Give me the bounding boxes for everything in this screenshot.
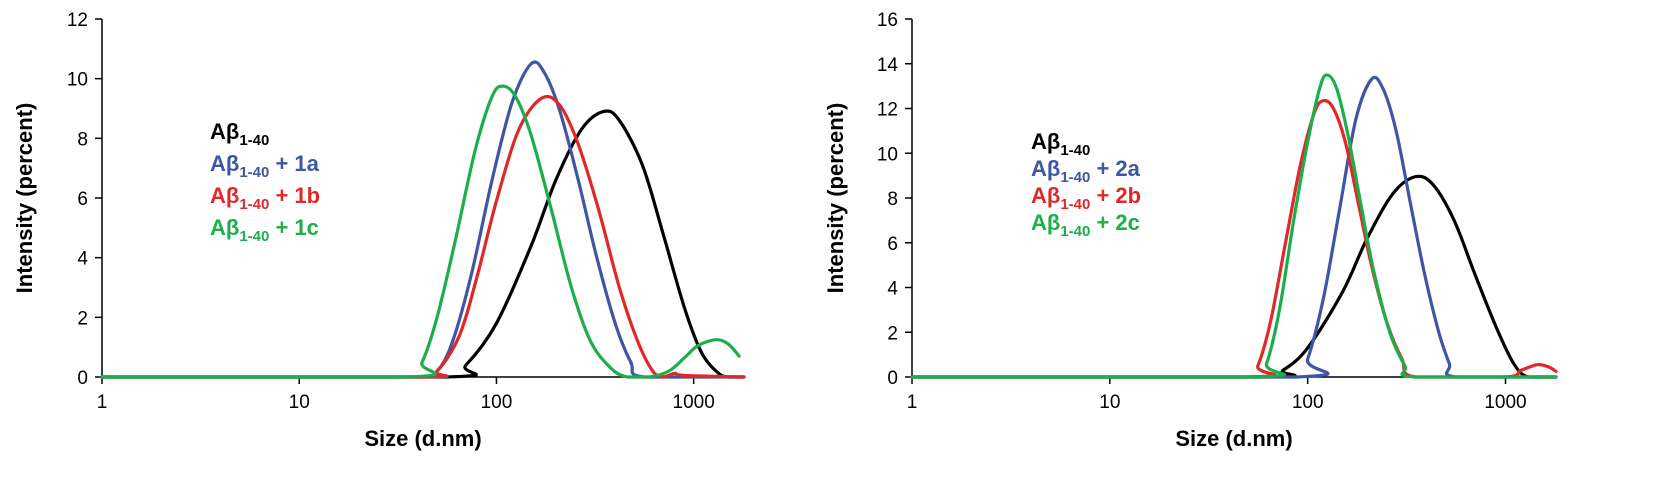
chart-2: 0 2 4 6 8 10 12 14 16 1 10 100 1000 Size (d.nm) Intens… [823, 10, 1558, 451]
y-tick-label: 0 [77, 368, 88, 389]
y-tick-label: 10 [877, 144, 898, 165]
y-tick-label: 4 [887, 279, 898, 300]
y-tick-label: 6 [77, 189, 88, 210]
y-tick-label: 14 [877, 55, 899, 76]
chart-1: 0 2 4 6 8 10 12 1 10 100 1000 Size (d.nm) Intensity … [12, 10, 746, 451]
y-tick-label: 6 [887, 234, 898, 255]
x-axis-title: Size (d.nm) [1175, 426, 1292, 451]
legend-entry-4: Aβ1-40 + 2c [1031, 210, 1140, 240]
y-tick-label: 2 [887, 323, 898, 344]
x-tick-label: 10 [1099, 392, 1120, 413]
y-tick-label: 8 [887, 189, 898, 210]
x-tick-label: 100 [481, 392, 513, 413]
x-tick-label: 1000 [1484, 392, 1526, 413]
x-tick-label: 100 [1292, 392, 1324, 413]
series-line-1 [910, 174, 1558, 379]
series-line-4 [910, 73, 1558, 379]
legend-entry-2: Aβ1-40 + 1a [210, 151, 320, 181]
legend-entry-1: Aβ1-40 [210, 119, 269, 149]
series-line-4 [100, 84, 741, 379]
legend-entry-2: Aβ1-40 + 2a [1031, 156, 1141, 186]
x-tick-label: 1 [907, 392, 918, 413]
y-tick-label: 2 [77, 308, 88, 329]
legend-entry-3: Aβ1-40 + 1b [210, 183, 320, 213]
x-tick-label: 1 [97, 392, 108, 413]
y-tick-label: 12 [67, 10, 88, 31]
y-axis-title: Intensity (percent) [12, 103, 37, 294]
series-line-1 [100, 109, 746, 379]
y-axis-title: Intensity (percent) [823, 103, 848, 294]
legend-entry-1: Aβ1-40 [1031, 129, 1090, 159]
y-tick-label: 10 [67, 70, 88, 91]
y-tick-label: 16 [877, 10, 898, 31]
series-line-2 [910, 75, 1558, 379]
y-tick-label: 4 [77, 249, 88, 270]
series-line-2 [100, 60, 746, 379]
x-axis-title: Size (d.nm) [364, 426, 481, 451]
series-line-3 [910, 98, 1558, 379]
x-tick-label: 1000 [673, 392, 715, 413]
series-line-3 [100, 94, 746, 379]
legend-entry-3: Aβ1-40 + 2b [1031, 183, 1141, 213]
y-tick-label: 0 [887, 368, 898, 389]
y-tick-label: 12 [877, 100, 898, 121]
legend-entry-4: Aβ1-40 + 1c [210, 215, 319, 245]
x-tick-label: 10 [289, 392, 310, 413]
y-tick-label: 8 [77, 129, 88, 150]
